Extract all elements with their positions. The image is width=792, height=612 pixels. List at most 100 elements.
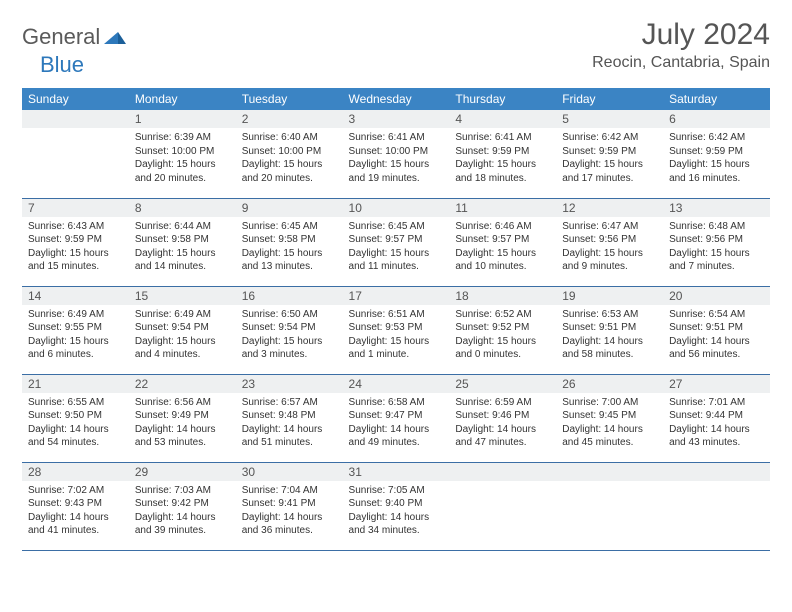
day-content-line: Sunrise: 6:47 AM (562, 220, 657, 234)
calendar-day-cell: 25Sunrise: 6:59 AMSunset: 9:46 PMDayligh… (449, 374, 556, 462)
day-content-line: Daylight: 15 hours (349, 158, 444, 172)
calendar-table: SundayMondayTuesdayWednesdayThursdayFrid… (22, 88, 770, 551)
calendar-day-cell: 9Sunrise: 6:45 AMSunset: 9:58 PMDaylight… (236, 198, 343, 286)
day-content: Sunrise: 6:53 AMSunset: 9:51 PMDaylight:… (556, 305, 663, 368)
day-header: Tuesday (236, 88, 343, 110)
day-content: Sunrise: 6:52 AMSunset: 9:52 PMDaylight:… (449, 305, 556, 368)
day-content-line: Daylight: 14 hours (455, 423, 550, 437)
calendar-day-cell: 8Sunrise: 6:44 AMSunset: 9:58 PMDaylight… (129, 198, 236, 286)
day-content-line: Sunset: 10:00 PM (349, 145, 444, 159)
day-header: Friday (556, 88, 663, 110)
day-content: Sunrise: 6:45 AMSunset: 9:58 PMDaylight:… (236, 217, 343, 280)
day-content-line: Daylight: 15 hours (562, 247, 657, 261)
day-content (663, 481, 770, 490)
calendar-day-cell: 3Sunrise: 6:41 AMSunset: 10:00 PMDayligh… (343, 110, 450, 198)
day-content-line: Sunrise: 6:39 AM (135, 131, 230, 145)
day-number: 15 (129, 287, 236, 305)
day-content-line: Sunrise: 6:41 AM (455, 131, 550, 145)
day-content-line: Daylight: 15 hours (455, 247, 550, 261)
calendar-day-cell: 29Sunrise: 7:03 AMSunset: 9:42 PMDayligh… (129, 462, 236, 550)
calendar-day-cell: 14Sunrise: 6:49 AMSunset: 9:55 PMDayligh… (22, 286, 129, 374)
day-content: Sunrise: 6:45 AMSunset: 9:57 PMDaylight:… (343, 217, 450, 280)
day-content-line: Daylight: 15 hours (242, 158, 337, 172)
calendar-day-cell: 7Sunrise: 6:43 AMSunset: 9:59 PMDaylight… (22, 198, 129, 286)
day-content-line: Sunrise: 6:55 AM (28, 396, 123, 410)
day-content-line: and 3 minutes. (242, 348, 337, 362)
calendar-day-cell: 23Sunrise: 6:57 AMSunset: 9:48 PMDayligh… (236, 374, 343, 462)
calendar-day-cell: 5Sunrise: 6:42 AMSunset: 9:59 PMDaylight… (556, 110, 663, 198)
day-content-line: Sunrise: 6:57 AM (242, 396, 337, 410)
day-content-line: and 39 minutes. (135, 524, 230, 538)
day-content-line: Sunset: 9:43 PM (28, 497, 123, 511)
day-content: Sunrise: 6:58 AMSunset: 9:47 PMDaylight:… (343, 393, 450, 456)
day-content: Sunrise: 6:49 AMSunset: 9:54 PMDaylight:… (129, 305, 236, 368)
day-content-line: Sunset: 9:47 PM (349, 409, 444, 423)
day-content-line: and 10 minutes. (455, 260, 550, 274)
day-number: 27 (663, 375, 770, 393)
day-content-line: Sunset: 9:45 PM (562, 409, 657, 423)
calendar-day-cell (22, 110, 129, 198)
day-content-line: and 14 minutes. (135, 260, 230, 274)
calendar-day-cell (556, 462, 663, 550)
day-number: 22 (129, 375, 236, 393)
day-number: 28 (22, 463, 129, 481)
day-content-line: Sunrise: 6:46 AM (455, 220, 550, 234)
day-content-line: Sunrise: 6:49 AM (28, 308, 123, 322)
day-content-line: Sunset: 9:54 PM (242, 321, 337, 335)
day-number (22, 110, 129, 128)
calendar-day-cell: 17Sunrise: 6:51 AMSunset: 9:53 PMDayligh… (343, 286, 450, 374)
day-content-line: Daylight: 15 hours (349, 335, 444, 349)
day-content-line: Sunrise: 6:48 AM (669, 220, 764, 234)
day-content-line: Sunrise: 7:05 AM (349, 484, 444, 498)
day-content-line: Sunset: 9:52 PM (455, 321, 550, 335)
day-content: Sunrise: 6:50 AMSunset: 9:54 PMDaylight:… (236, 305, 343, 368)
day-content-line: and 51 minutes. (242, 436, 337, 450)
day-content-line: and 49 minutes. (349, 436, 444, 450)
day-content-line: Sunrise: 6:43 AM (28, 220, 123, 234)
day-content-line: and 54 minutes. (28, 436, 123, 450)
day-content: Sunrise: 7:00 AMSunset: 9:45 PMDaylight:… (556, 393, 663, 456)
day-content-line: Sunset: 9:53 PM (349, 321, 444, 335)
day-content-line: Daylight: 14 hours (28, 511, 123, 525)
day-content: Sunrise: 6:41 AMSunset: 9:59 PMDaylight:… (449, 128, 556, 191)
day-content-line: Sunrise: 6:41 AM (349, 131, 444, 145)
calendar-day-cell: 21Sunrise: 6:55 AMSunset: 9:50 PMDayligh… (22, 374, 129, 462)
calendar-header-row: SundayMondayTuesdayWednesdayThursdayFrid… (22, 88, 770, 110)
day-content-line: Sunrise: 6:59 AM (455, 396, 550, 410)
calendar-day-cell (663, 462, 770, 550)
day-number: 16 (236, 287, 343, 305)
calendar-week-row: 14Sunrise: 6:49 AMSunset: 9:55 PMDayligh… (22, 286, 770, 374)
day-content: Sunrise: 6:49 AMSunset: 9:55 PMDaylight:… (22, 305, 129, 368)
day-content-line: Sunset: 9:49 PM (135, 409, 230, 423)
day-content-line: Daylight: 14 hours (669, 423, 764, 437)
logo: General (22, 18, 128, 50)
day-content: Sunrise: 6:48 AMSunset: 9:56 PMDaylight:… (663, 217, 770, 280)
day-content-line: Daylight: 14 hours (242, 511, 337, 525)
day-number: 7 (22, 199, 129, 217)
day-content-line: Sunrise: 6:45 AM (242, 220, 337, 234)
day-content-line: and 53 minutes. (135, 436, 230, 450)
day-content-line: and 58 minutes. (562, 348, 657, 362)
day-content: Sunrise: 7:01 AMSunset: 9:44 PMDaylight:… (663, 393, 770, 456)
day-content (22, 128, 129, 137)
day-content-line: Sunrise: 6:44 AM (135, 220, 230, 234)
day-content: Sunrise: 7:04 AMSunset: 9:41 PMDaylight:… (236, 481, 343, 544)
day-number: 14 (22, 287, 129, 305)
day-content-line: and 11 minutes. (349, 260, 444, 274)
day-content-line: Daylight: 15 hours (28, 247, 123, 261)
day-content-line: Sunset: 9:50 PM (28, 409, 123, 423)
day-header: Sunday (22, 88, 129, 110)
day-content-line: and 36 minutes. (242, 524, 337, 538)
day-number: 4 (449, 110, 556, 128)
day-content-line: Sunset: 10:00 PM (242, 145, 337, 159)
day-content-line: Daylight: 15 hours (242, 247, 337, 261)
logo-mark-icon (104, 26, 126, 49)
day-number: 8 (129, 199, 236, 217)
day-content-line: Daylight: 15 hours (28, 335, 123, 349)
day-content: Sunrise: 6:40 AMSunset: 10:00 PMDaylight… (236, 128, 343, 191)
calendar-day-cell: 4Sunrise: 6:41 AMSunset: 9:59 PMDaylight… (449, 110, 556, 198)
calendar-day-cell: 31Sunrise: 7:05 AMSunset: 9:40 PMDayligh… (343, 462, 450, 550)
day-number: 21 (22, 375, 129, 393)
day-number: 17 (343, 287, 450, 305)
day-content-line: and 16 minutes. (669, 172, 764, 186)
